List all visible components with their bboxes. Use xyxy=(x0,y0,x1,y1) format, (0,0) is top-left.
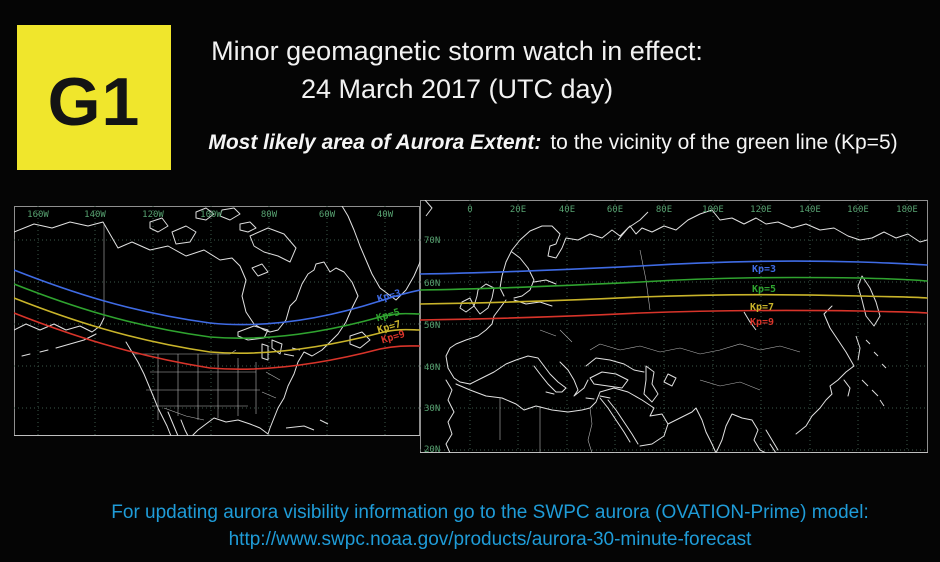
lake-baikal xyxy=(743,311,757,331)
title-line-2: 24 March 2017 (UTC day) xyxy=(300,74,614,104)
lon-tick-label: 0 xyxy=(467,205,472,215)
britain-ireland xyxy=(424,200,495,315)
lon-tick-label: 60E xyxy=(607,205,623,215)
page-title: Minor geomagnetic storm watch in effect:… xyxy=(150,32,764,108)
west-europe-mediterranean xyxy=(445,299,645,400)
kp7-line xyxy=(420,293,928,305)
caspian-aral xyxy=(643,365,677,403)
lon-tick-label: 180E xyxy=(896,205,918,215)
lat-tick-label: 50N xyxy=(424,321,440,331)
kp9-line-label: Kp=9 xyxy=(750,317,774,328)
lat-tick-label: 20N xyxy=(424,445,440,453)
lon-tick-label: 160W xyxy=(27,210,49,220)
lat-tick-label: 30N xyxy=(424,404,440,414)
kp9-line xyxy=(420,309,928,321)
kp7-line-label: Kp=7 xyxy=(750,302,774,313)
title-line-1: Minor geomagnetic storm watch in effect: xyxy=(211,36,703,66)
lon-tick-label: 40W xyxy=(377,210,394,220)
subtitle: Most likely area of Aurora Extent: to the… xyxy=(168,131,938,155)
novaya-zemlya xyxy=(617,211,649,241)
kp3-line xyxy=(14,269,420,326)
cuba-coast xyxy=(285,419,329,431)
lon-tick-label: 120E xyxy=(750,205,772,215)
lon-tick-label: 100W xyxy=(200,210,222,220)
coastline-path xyxy=(14,221,359,436)
lon-tick-label: 80W xyxy=(261,210,278,220)
coastline-path xyxy=(14,317,105,357)
africa-middle-east xyxy=(445,379,669,453)
state-borders xyxy=(134,349,281,421)
kp-extent-lines: Kp=3 Kp=5 Kp=7 Kp=9 xyxy=(420,260,928,328)
lon-tick-label: 80E xyxy=(656,205,672,215)
map-frame xyxy=(14,206,420,436)
longitude-axis-left-map: 160W 140W 120W 100W 80W 60W 40W xyxy=(27,210,394,220)
lat-tick-label: 40N xyxy=(424,363,440,373)
kp3-line xyxy=(420,260,928,275)
kp5-line xyxy=(14,283,420,340)
g1-storm-badge: G1 xyxy=(17,25,171,170)
kp9-line xyxy=(14,312,420,371)
arctic-islands xyxy=(149,207,371,349)
lon-tick-label: 40E xyxy=(559,205,575,215)
subtitle-label: Most likely area of Aurora Extent: xyxy=(208,131,542,154)
lat-tick-label: 60N xyxy=(424,279,440,289)
kamchatka-okhotsk xyxy=(855,275,887,407)
coastline-north-america xyxy=(14,206,420,436)
footer-note: For updating aurora visibility informati… xyxy=(40,499,940,553)
coastline-eurasia xyxy=(424,200,928,453)
lon-tick-label: 120W xyxy=(142,210,164,220)
map-frame xyxy=(420,200,928,453)
kp7-line xyxy=(14,297,420,355)
lat-tick-label: 70N xyxy=(424,236,440,246)
coastline-path xyxy=(125,341,189,436)
aurora-map-eurasia: Kp=3 Kp=5 Kp=7 Kp=9 0 20E 40E 60E 80E 10… xyxy=(420,200,928,453)
g1-storm-badge-label: G1 xyxy=(47,63,141,140)
subtitle-text: to the vicinity of the green line (Kp=5) xyxy=(550,131,898,154)
lon-tick-label: 60W xyxy=(319,210,336,220)
kp3-line-label: Kp=3 xyxy=(752,264,776,275)
footer-text: For updating aurora visibility informati… xyxy=(111,502,869,523)
east-asia-coast xyxy=(795,305,855,435)
arctic-coast xyxy=(499,209,928,297)
country-borders xyxy=(499,249,801,453)
latitude-axis-right-map: 70N 60N 50N 40N 30N 20N xyxy=(424,236,440,453)
kp5-line-label: Kp=5 xyxy=(752,284,776,295)
longitude-axis-right-map: 0 20E 40E 60E 80E 100E 120E 140E 160E 18… xyxy=(467,205,918,215)
lon-tick-label: 140W xyxy=(84,210,106,220)
kp5-line xyxy=(420,276,928,291)
lon-tick-label: 100E xyxy=(702,205,724,215)
lon-tick-label: 20E xyxy=(510,205,526,215)
south-asia xyxy=(667,407,779,453)
aurora-map-north-america: Kp=3 Kp=5 Kp=7 Kp=9 160W 140W 120W 100W … xyxy=(14,206,420,436)
lon-tick-label: 160E xyxy=(847,205,869,215)
greenland-coast xyxy=(341,206,420,301)
lon-tick-label: 140E xyxy=(799,205,821,215)
forecast-url[interactable]: http://www.swpc.noaa.gov/products/aurora… xyxy=(228,529,752,550)
